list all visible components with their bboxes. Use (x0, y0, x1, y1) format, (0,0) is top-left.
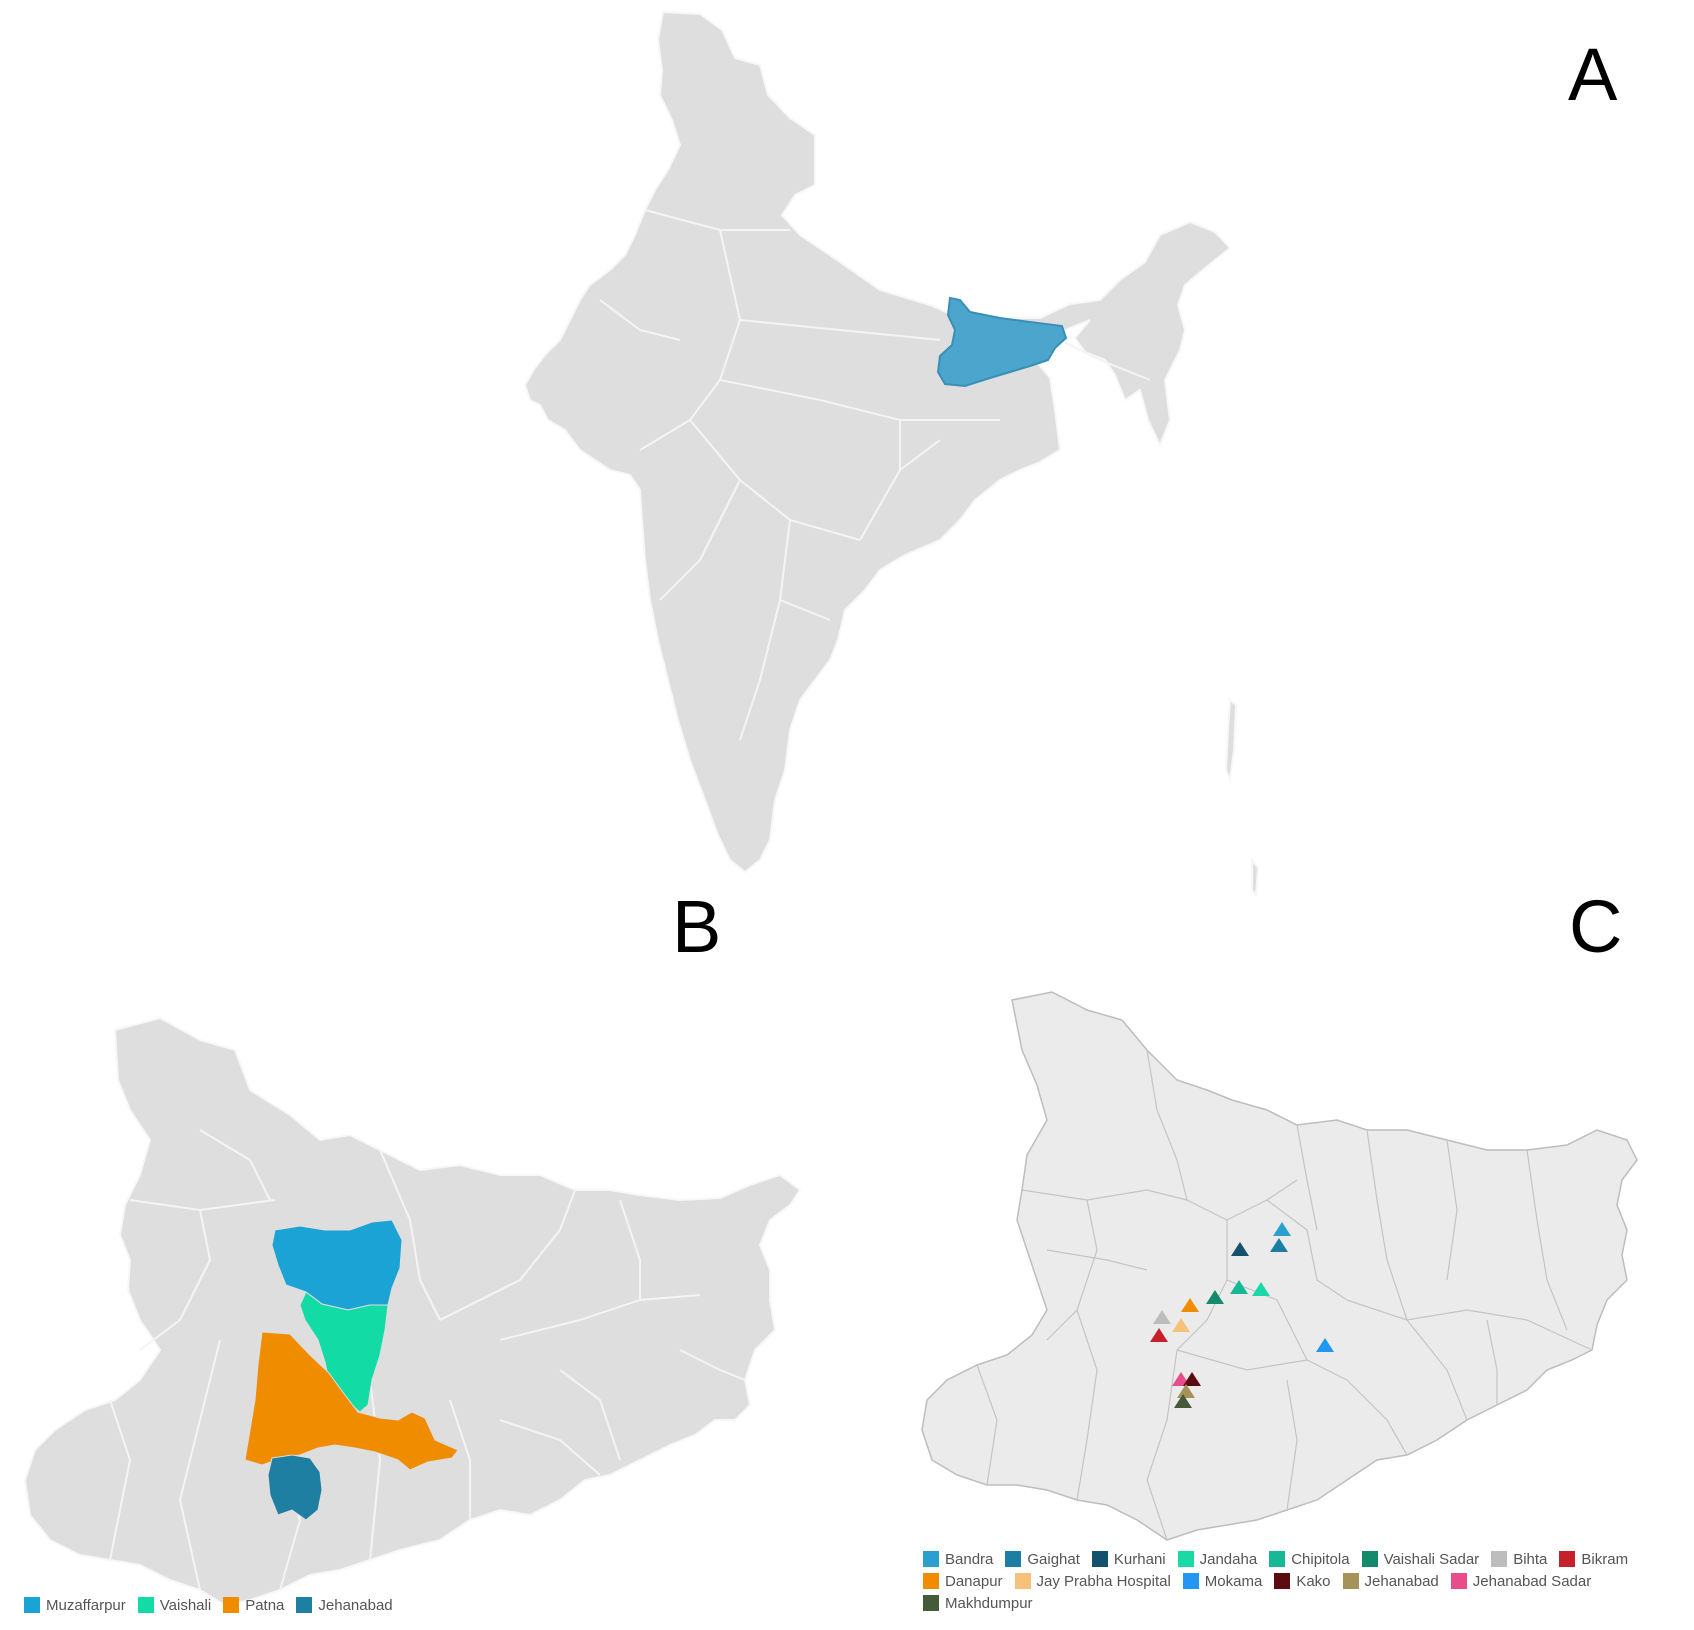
sampling-site-map (921, 991, 1638, 1541)
legend-label: Bandra (945, 1550, 994, 1568)
legend-item: Vaishali Sadar (1361, 1548, 1480, 1570)
site-marker-gaighat (1270, 1238, 1288, 1252)
district-patna (244, 1331, 459, 1471)
panel-b: B Muzaffarpur Vaishali Patna Jehanabad (0, 890, 847, 1630)
bihar-district-map (23, 1016, 802, 1607)
legend-swatch (137, 1597, 154, 1613)
legend-swatch (1182, 1573, 1199, 1589)
legend-swatch (296, 1597, 313, 1613)
legend-item: Bandra (923, 1548, 993, 1570)
legend-label: Muzaffarpur (46, 1596, 126, 1614)
legend-swatch (923, 1595, 939, 1611)
site-marker-chipitola (1230, 1280, 1248, 1294)
india-landmass (523, 10, 1232, 874)
legend-label: Gaighat (1027, 1550, 1080, 1568)
legend-item: Jehanabad Sadar (1450, 1570, 1592, 1592)
legend-swatch (923, 1573, 939, 1589)
legend-label: Bikram (1581, 1550, 1629, 1568)
legend-label: Kako (1296, 1572, 1331, 1590)
legend-label: Vaishali (159, 1596, 212, 1614)
legend-label: Jehanabad (318, 1596, 393, 1614)
legend-swatch (24, 1597, 40, 1613)
legend-swatch (1342, 1573, 1359, 1589)
legend-label: Chipitola (1291, 1550, 1350, 1568)
legend-label: Jay Prabha Hospital (1036, 1572, 1171, 1590)
legend-label: Danapur (945, 1572, 1003, 1590)
site-marker-jay-prabha-hospital (1172, 1318, 1190, 1332)
legend-swatch (1177, 1551, 1194, 1567)
legend-label: Makhdumpur (945, 1594, 1033, 1612)
site-marker-kako (1183, 1372, 1201, 1386)
legend-swatch (223, 1597, 240, 1613)
andaman-islands (1224, 697, 1238, 784)
legend-b: Muzaffarpur Vaishali Patna Jehanabad (24, 1594, 524, 1616)
legend-item: Bihta (1491, 1548, 1547, 1570)
legend-item: Muzaffarpur (24, 1594, 126, 1616)
legend-swatch (1491, 1551, 1508, 1567)
site-marker-mokama (1316, 1338, 1334, 1352)
site-marker-bandra (1273, 1222, 1291, 1236)
legend-label: Vaishali Sadar (1383, 1550, 1480, 1568)
legend-item: Jandaha (1177, 1548, 1258, 1570)
legend-item: Jay Prabha Hospital (1014, 1570, 1171, 1592)
panel-b-letter: B (672, 885, 722, 968)
legend-item: Chipitola (1269, 1548, 1350, 1570)
site-marker-bihta (1153, 1310, 1171, 1324)
legend-swatch (1005, 1551, 1022, 1567)
legend-swatch (1269, 1551, 1286, 1567)
bihar-landmass-c (921, 991, 1638, 1541)
legend-swatch (1014, 1573, 1031, 1589)
legend-label: Kurhani (1113, 1550, 1166, 1568)
bihar-landmass (23, 1016, 802, 1607)
legend-item: Gaighat (1005, 1548, 1080, 1570)
bihar-highlight (936, 296, 1068, 388)
legend-item: Kurhani (1091, 1548, 1166, 1570)
site-marker-danapur (1181, 1298, 1199, 1312)
legend-label: Bihta (1513, 1550, 1548, 1568)
legend-item: Makhdumpur (923, 1592, 1033, 1614)
legend-item: Danapur (923, 1570, 1003, 1592)
district-muzaffarpur (271, 1219, 403, 1311)
legend-c: Bandra Gaighat Kurhani Jandaha Chipitola… (923, 1548, 1663, 1614)
site-marker-makhdumpur (1174, 1394, 1192, 1408)
india-map (523, 10, 1260, 898)
district-vaishali (299, 1291, 389, 1413)
legend-label: Jehanabad Sadar (1472, 1572, 1592, 1590)
district-jehanabad (267, 1454, 323, 1521)
legend-item: Bikram (1559, 1548, 1628, 1570)
legend-swatch (1559, 1551, 1576, 1567)
legend-swatch (1361, 1551, 1378, 1567)
panel-c: C Bandra Gaighat Kurhani Jandaha Chipito… (847, 890, 1694, 1630)
legend-item: Kako (1274, 1570, 1331, 1592)
legend-swatch (1274, 1573, 1291, 1589)
site-marker-vaishali-sadar (1206, 1290, 1224, 1304)
legend-swatch (923, 1551, 939, 1567)
legend-item: Jehanabad (296, 1594, 393, 1616)
legend-label: Patna (245, 1596, 285, 1614)
site-marker-bikram (1150, 1328, 1168, 1342)
sampling-sites (1150, 1222, 1334, 1408)
site-marker-kurhani (1231, 1242, 1249, 1256)
legend-swatch (1091, 1551, 1108, 1567)
panel-c-letter: C (1569, 885, 1623, 968)
legend-item: Patna (223, 1594, 284, 1616)
site-marker-jehanabad (1177, 1384, 1195, 1398)
legend-label: Jandaha (1199, 1550, 1258, 1568)
site-marker-jandaha (1252, 1282, 1270, 1296)
panel-a: A (523, 10, 1618, 898)
bihar-district-borders (109, 1129, 746, 1591)
nicobar-islands (1251, 857, 1260, 898)
legend-item: Jehanabad (1342, 1570, 1439, 1592)
legend-label: Jehanabad (1364, 1572, 1439, 1590)
legend-item: Mokama (1182, 1570, 1263, 1592)
legend-item: Vaishali (137, 1594, 212, 1616)
panel-a-letter: A (1568, 33, 1618, 116)
legend-label: Mokama (1204, 1572, 1263, 1590)
legend-swatch (1450, 1573, 1467, 1589)
